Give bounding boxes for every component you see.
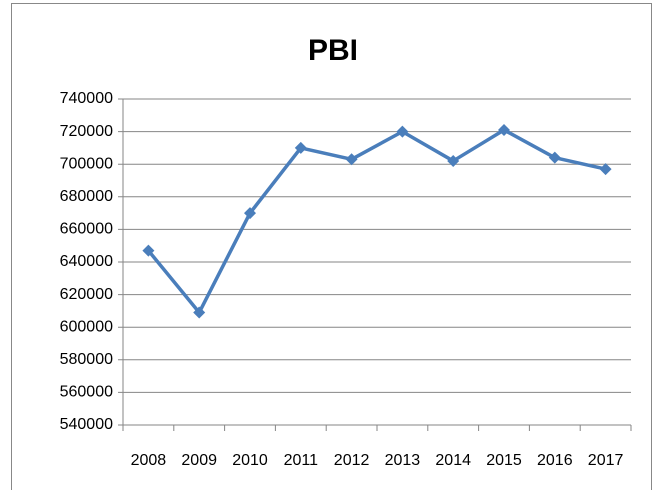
chart-frame [11, 3, 652, 490]
y-tick-label: 600000 [60, 318, 113, 335]
data-point [498, 123, 510, 136]
x-tick-label: 2012 [334, 452, 370, 469]
chart-title: PBI [308, 34, 358, 67]
x-tick-label: 2009 [181, 452, 217, 469]
data-point [345, 153, 358, 166]
y-tick-label: 580000 [60, 351, 113, 368]
x-tick-label: 2013 [385, 452, 421, 469]
x-tick-label: 2014 [435, 452, 471, 469]
y-tick-label: 540000 [60, 416, 113, 433]
data-point [447, 154, 460, 167]
data-point [548, 151, 561, 164]
y-tick-label: 640000 [60, 253, 113, 270]
y-tick-label: 700000 [60, 155, 113, 172]
y-tick-label: 720000 [60, 123, 113, 140]
x-tick-label: 2017 [588, 452, 624, 469]
data-point [244, 207, 256, 220]
y-tick-label: 740000 [60, 90, 113, 107]
data-point [396, 125, 409, 138]
x-tick-label: 2011 [284, 452, 319, 469]
data-point [294, 141, 307, 154]
x-tick-label: 2008 [131, 452, 167, 469]
data-point [599, 163, 612, 176]
x-tick-label: 2015 [486, 452, 522, 469]
x-tick-label: 2010 [232, 452, 268, 469]
y-tick-label: 560000 [60, 384, 113, 401]
series-line [147, 128, 606, 315]
y-tick-label: 660000 [60, 221, 113, 238]
y-tick-label: 620000 [60, 286, 113, 303]
data-point [193, 306, 206, 319]
data-point [142, 244, 155, 257]
y-tick-label: 680000 [60, 188, 113, 205]
x-tick-label: 2016 [537, 452, 573, 469]
